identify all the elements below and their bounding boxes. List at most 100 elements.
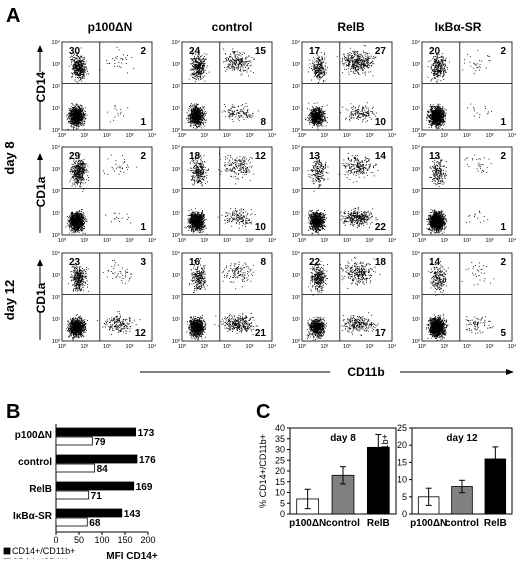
flow-event-dot (201, 74, 202, 75)
flow-event-dot (319, 73, 320, 74)
flow-event-dot (321, 114, 322, 115)
flow-event-dot (241, 58, 242, 59)
flow-event-dot (307, 108, 308, 109)
flow-event-dot (76, 122, 77, 123)
flow-event-dot (230, 56, 231, 57)
flow-event-dot (73, 124, 74, 125)
flow-event-dot (205, 120, 206, 121)
flow-event-dot (246, 115, 247, 116)
flow-event-dot (314, 62, 315, 63)
flow-event-dot (315, 116, 316, 117)
flow-event-dot (322, 123, 323, 124)
flow-event-dot (322, 111, 323, 112)
flow-event-dot (440, 68, 441, 69)
flow-event-dot (197, 69, 198, 70)
flow-event-dot (350, 62, 351, 63)
flow-event-dot (351, 103, 352, 104)
flow-event-dot (439, 62, 440, 63)
flow-event-dot (247, 69, 248, 70)
flow-event-dot (354, 66, 355, 67)
flow-event-dot (363, 67, 364, 68)
flow-event-dot (200, 78, 201, 79)
flow-event-dot (231, 66, 232, 67)
flow-event-dot (81, 119, 82, 120)
flow-event-dot (83, 115, 84, 116)
flow-event-dot (192, 69, 193, 70)
flow-event-dot (80, 57, 81, 58)
flow-event-dot (190, 105, 191, 106)
flow-event-dot (190, 116, 191, 117)
flow-event-dot (204, 63, 205, 64)
x-tick-label: 10¹ (81, 133, 89, 139)
flow-event-dot (88, 73, 89, 74)
flow-event-dot (189, 119, 190, 120)
flow-event-dot (445, 65, 446, 66)
flow-event-dot (233, 107, 234, 108)
flow-event-dot (189, 79, 190, 80)
flow-event-dot (203, 118, 204, 119)
flow-event-dot (317, 115, 318, 116)
flow-event-dot (314, 111, 315, 112)
flow-event-dot (78, 78, 79, 79)
y-marker-cd1a-day8: CD1a (34, 176, 48, 207)
flow-event-dot (194, 104, 195, 105)
flow-event-dot (360, 68, 361, 69)
flow-event-dot (241, 116, 242, 117)
flow-event-dot (355, 54, 356, 55)
flow-event-dot (245, 114, 246, 115)
flow-event-dot (188, 115, 189, 116)
flow-event-dot (344, 58, 345, 59)
flow-event-dot (356, 110, 357, 111)
flow-event-dot (198, 58, 199, 59)
flow-event-dot (249, 61, 250, 62)
flow-event-dot (232, 68, 233, 69)
flow-event-dot (204, 53, 205, 54)
flow-event-dot (74, 113, 75, 114)
flow-event-dot (203, 113, 204, 114)
flow-event-dot (199, 109, 200, 110)
flow-event-dot (85, 113, 86, 114)
flow-event-dot (196, 116, 197, 117)
flow-event-dot (74, 61, 75, 62)
flow-event-dot (315, 114, 316, 115)
flow-event-dot (127, 107, 128, 108)
flow-event-dot (239, 113, 240, 114)
flow-event-dot (200, 113, 201, 114)
flow-event-dot (239, 59, 240, 60)
flow-event-dot (373, 63, 374, 64)
flow-event-dot (204, 112, 205, 113)
flow-event-dot (310, 117, 311, 118)
flow-event-dot (320, 78, 321, 79)
flow-event-dot (241, 109, 242, 110)
flow-event-dot (200, 79, 201, 80)
flow-event-dot (354, 59, 355, 60)
flow-event-dot (358, 57, 359, 58)
flow-event-dot (229, 116, 230, 117)
flow-event-dot (364, 66, 365, 67)
flow-event-dot (243, 113, 244, 114)
flow-event-dot (245, 70, 246, 71)
flow-event-dot (233, 59, 234, 60)
flow-event-dot (237, 51, 238, 52)
flow-event-dot (352, 62, 353, 63)
flow-event-dot (350, 54, 351, 55)
flow-event-dot (353, 106, 354, 107)
flow-event-dot (318, 76, 319, 77)
flow-event-dot (250, 66, 251, 67)
flow-event-dot (204, 81, 205, 82)
flow-event-dot (197, 62, 198, 63)
flow-event-dot (195, 124, 196, 125)
flow-event-dot (438, 72, 439, 73)
flow-event-dot (240, 68, 241, 69)
flow-event-dot (351, 71, 352, 72)
flow-event-dot (307, 120, 308, 121)
flow-event-dot (442, 66, 443, 67)
flow-event-dot (224, 67, 225, 68)
flow-event-dot (77, 115, 78, 116)
flow-event-dot (315, 66, 316, 67)
flow-event-dot (323, 70, 324, 71)
flow-event-dot (491, 111, 492, 112)
flow-event-dot (322, 122, 323, 123)
flow-event-dot (83, 63, 84, 64)
